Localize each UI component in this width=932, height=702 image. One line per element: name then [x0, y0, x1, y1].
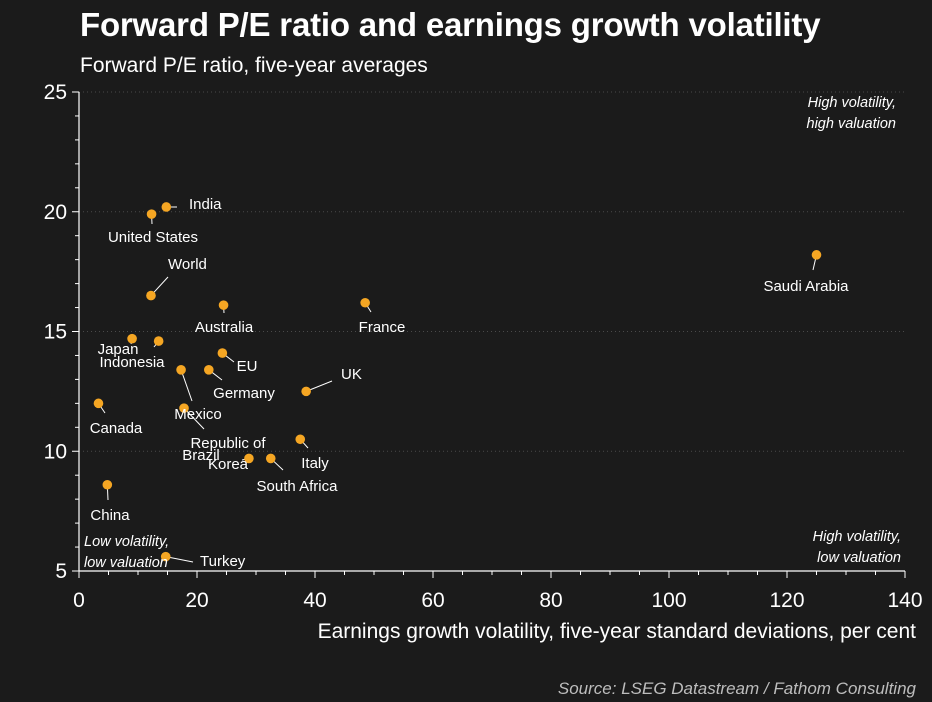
point-label: China: [90, 507, 130, 524]
point-label: World: [168, 256, 207, 273]
data-point: [204, 365, 214, 375]
point-label: EU: [237, 358, 258, 375]
data-point: [93, 398, 104, 409]
data-point: [146, 290, 156, 301]
point-label: Turkey: [200, 553, 246, 570]
data-point: [153, 336, 164, 346]
corner-annotation: high valuation: [807, 116, 897, 132]
point-label: Japan: [98, 341, 139, 358]
data-point: [161, 202, 172, 212]
leader-line: [180, 369, 193, 402]
data-point: [160, 551, 171, 562]
x-tick-label: 80: [539, 589, 562, 612]
point-label: Canada: [90, 420, 143, 437]
point-label: Indonesia: [99, 354, 165, 371]
corner-annotation: High volatility,: [813, 529, 901, 545]
x-tick-label: 120: [769, 589, 804, 612]
point-label: Australia: [195, 319, 254, 336]
y-tick-label: 5: [55, 560, 67, 583]
y-tick-label: 25: [44, 81, 67, 104]
data-points: [93, 202, 822, 562]
point-label: Germany: [213, 385, 275, 402]
data-point: [301, 386, 311, 397]
data-point: [179, 403, 189, 413]
data-point: [295, 434, 306, 445]
point-label: Korea: [208, 456, 249, 473]
data-point: [146, 209, 157, 219]
point-label: UK: [341, 366, 362, 383]
chart-subtitle: Forward P/E ratio, five-year averages: [80, 54, 428, 77]
point-labels: India United States World Australia France Sa…: [90, 196, 849, 570]
data-point: [102, 479, 113, 490]
grid: [79, 91, 905, 452]
corner-annotation: Low volatility,: [84, 534, 169, 550]
data-point: [218, 300, 229, 310]
x-tick-label: 140: [887, 589, 922, 612]
point-label: France: [359, 319, 406, 336]
point-label: Republic of: [190, 435, 266, 452]
x-tick-label: 60: [421, 589, 444, 612]
leader-line: [183, 407, 205, 430]
point-label: Brazil: [182, 447, 220, 464]
corner-annotation: High volatility,: [808, 95, 896, 111]
x-tick-label: 40: [303, 589, 326, 612]
data-point: [811, 250, 822, 260]
axes: 5 10 15 20 25 0 20 40 60 80 100 120 140: [44, 81, 923, 612]
x-tick-label: 100: [651, 589, 686, 612]
source-note: Source: LSEG Datastream / Fathom Consult…: [557, 679, 916, 698]
x-tick-label: 0: [73, 589, 85, 612]
x-axis-label: Earnings growth volatility, five-year st…: [317, 620, 916, 643]
y-tick-label: 20: [44, 201, 67, 224]
point-label: Italy: [301, 455, 329, 472]
data-point: [265, 453, 276, 464]
corner-annotations: High volatility, high valuation High volat…: [84, 95, 901, 571]
data-point: [360, 297, 370, 308]
y-tick-label: 10: [44, 440, 67, 463]
chart-title: Forward P/E ratio and earnings growth vo…: [80, 6, 821, 43]
data-point: [127, 333, 137, 344]
point-label: Mexico: [174, 406, 222, 423]
data-point: [244, 453, 254, 464]
data-point: [176, 365, 186, 375]
y-tick-label: 15: [44, 321, 67, 344]
point-label: South Africa: [257, 478, 339, 495]
corner-annotation: low valuation: [817, 550, 901, 566]
point-label: United States: [108, 229, 198, 246]
x-tick-label: 20: [185, 589, 208, 612]
data-point: [217, 348, 228, 358]
corner-annotation: low valuation: [84, 555, 168, 571]
point-label: India: [189, 196, 222, 213]
point-label: Saudi Arabia: [763, 278, 849, 295]
